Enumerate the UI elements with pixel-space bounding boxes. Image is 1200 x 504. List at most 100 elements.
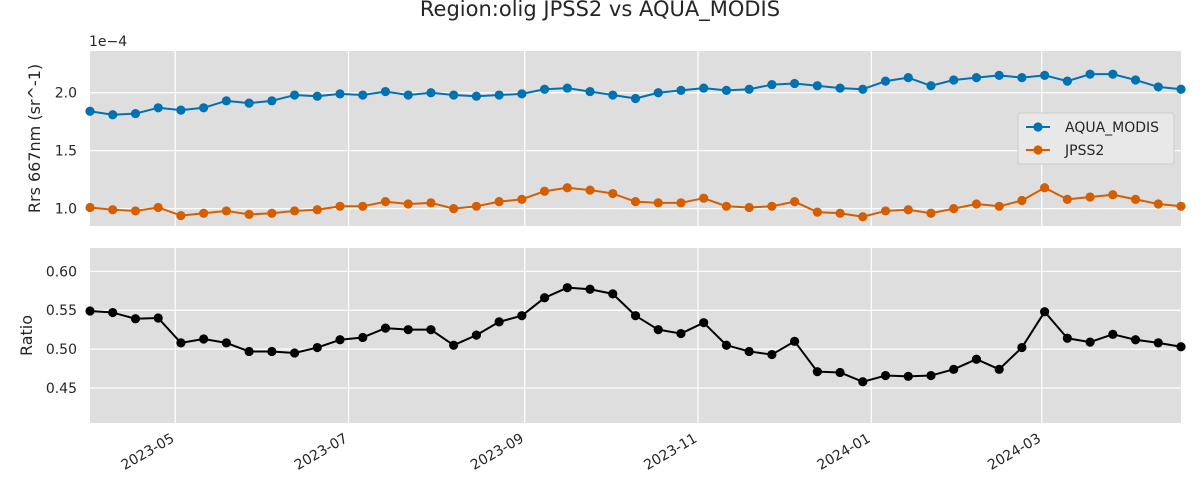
ratio-point — [858, 377, 868, 387]
jpss2-point — [880, 206, 891, 216]
aqua-modis-point — [585, 86, 595, 97]
ratio-point — [267, 346, 277, 357]
figure-title: Region:olig JPSS2 vs AQUA_MODIS — [420, 0, 780, 22]
aqua-modis-point — [630, 93, 641, 104]
jpss2-point — [790, 197, 800, 207]
rrs-y-tick-label: 1.0 — [55, 202, 77, 218]
aqua-modis-point — [221, 96, 231, 106]
jpss2-point — [994, 201, 1004, 211]
legend-entry-aqua-modis-marker — [1033, 122, 1043, 132]
ratio-point — [721, 340, 732, 350]
jpss2-point — [903, 205, 913, 215]
ratio-point — [539, 293, 550, 303]
aqua-modis-point — [721, 85, 732, 96]
aqua-modis-point — [1130, 75, 1141, 85]
ratio-point — [108, 307, 118, 318]
jpss2-point — [1153, 199, 1163, 209]
aqua-modis-point — [267, 96, 277, 106]
ratio-point — [835, 367, 845, 378]
legend-entry-jpss2-label: JPSS2 — [1064, 143, 1104, 159]
jpss2-point — [426, 198, 436, 208]
aqua-modis-point — [1153, 82, 1163, 92]
rrs-y-tick-label: 2.0 — [55, 86, 77, 102]
jpss2-point — [630, 197, 641, 207]
aqua-modis-point — [130, 108, 141, 119]
aqua-modis-point — [994, 70, 1004, 80]
ratio-point — [1153, 338, 1163, 348]
ratio-point — [1176, 342, 1186, 352]
jpss2-point — [403, 199, 413, 209]
aqua-modis-point — [971, 73, 982, 83]
aqua-modis-point — [358, 90, 368, 100]
rrs-panel: 1.0 1.5 2.0 1e−4 Rrs 667nm (sr^-1) AQUA_MO… — [25, 34, 1186, 226]
legend-box — [1017, 112, 1175, 165]
ratio-point — [517, 311, 527, 321]
aqua-modis-point — [676, 85, 686, 96]
jpss2-point — [812, 207, 822, 217]
aqua-modis-point — [858, 84, 868, 94]
jpss2-point — [221, 206, 231, 216]
ratio-point — [903, 371, 913, 381]
aqua-modis-point — [199, 103, 209, 113]
ratio-y-tick-label: 0.55 — [46, 303, 77, 319]
jpss2-point — [539, 186, 550, 196]
jpss2-point — [608, 188, 618, 199]
ratio-point — [380, 323, 391, 333]
jpss2-point — [926, 208, 936, 218]
jpss2-point — [358, 201, 368, 211]
x-tick-label: 2023-09 — [468, 431, 527, 474]
aqua-modis-point — [790, 78, 800, 89]
jpss2-point — [1108, 190, 1118, 200]
x-ticks: 2023-05 2023-07 2023-09 2023-11 2024-01 2024-… — [119, 431, 1044, 474]
ratio-point — [1085, 337, 1095, 347]
jpss2-point — [721, 201, 732, 211]
ratio-point — [653, 325, 663, 335]
rrs-y-axis-label: Rrs 667nm (sr^-1) — [25, 64, 44, 213]
ratio-point — [630, 311, 641, 321]
jpss2-point — [767, 201, 777, 211]
ratio-point — [1130, 335, 1141, 345]
ratio-point — [926, 370, 936, 381]
ratio-point — [449, 340, 459, 350]
aqua-modis-point — [1062, 76, 1072, 86]
ratio-point — [130, 314, 141, 324]
ratio-point — [585, 284, 595, 294]
aqua-modis-point — [449, 90, 459, 100]
legend-entry-aqua-modis-label: AQUA_MODIS — [1065, 120, 1159, 136]
ratio-point — [608, 289, 618, 299]
aqua-modis-point — [471, 91, 481, 101]
aqua-modis-point — [1017, 73, 1027, 83]
jpss2-point — [267, 208, 277, 218]
jpss2-point — [699, 193, 709, 203]
aqua-modis-point — [539, 84, 550, 94]
aqua-modis-point — [903, 73, 913, 83]
aqua-modis-point — [426, 88, 436, 98]
aqua-modis-point — [949, 75, 959, 85]
ratio-point — [176, 338, 186, 348]
jpss2-point — [1062, 194, 1072, 204]
jpss2-point — [471, 201, 481, 211]
aqua-modis-point — [380, 86, 391, 97]
jpss2-point — [1085, 192, 1095, 202]
aqua-modis-point — [608, 90, 618, 100]
ratio-point — [1108, 329, 1118, 339]
jpss2-point — [289, 206, 300, 216]
jpss2-point — [108, 205, 118, 215]
ratio-point — [699, 318, 709, 328]
jpss2-point — [199, 208, 209, 218]
jpss2-point — [1130, 194, 1141, 204]
aqua-modis-point — [1040, 70, 1050, 80]
ratio-y-tick-label: 0.60 — [46, 264, 77, 280]
aqua-modis-point — [244, 98, 254, 108]
ratio-y-axis-label: Ratio — [17, 315, 36, 356]
jpss2-point — [176, 210, 186, 221]
aqua-modis-point — [767, 80, 777, 90]
ratio-series — [85, 283, 1186, 387]
ratio-plot-area — [90, 248, 1181, 423]
aqua-modis-point — [812, 81, 822, 91]
aqua-modis-point — [744, 84, 754, 94]
ratio-point — [403, 325, 413, 335]
aqua-modis-point — [562, 83, 572, 93]
ratio-point — [880, 370, 891, 381]
